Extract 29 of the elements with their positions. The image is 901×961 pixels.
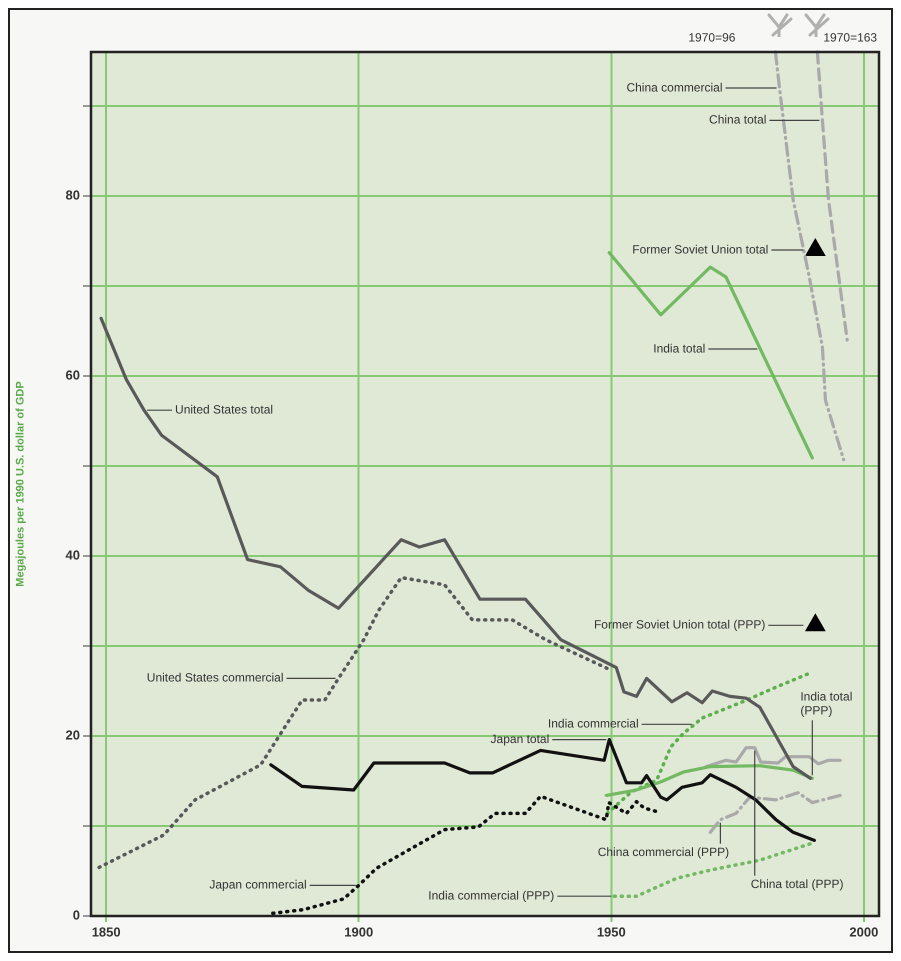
text: India commercial xyxy=(548,716,639,731)
line-series xyxy=(774,50,846,462)
text: Former Soviet Union total xyxy=(632,242,768,256)
text: India total (PPP) xyxy=(800,690,852,718)
series-label: Japan commercial xyxy=(209,878,307,892)
text: United States commercial xyxy=(146,670,284,685)
y-tick-label: 80 xyxy=(66,188,80,203)
line-series xyxy=(708,791,842,834)
y-tick-label: 0 xyxy=(72,908,80,923)
series-label: Japan total xyxy=(490,732,550,746)
x-tick-label: 1900 xyxy=(344,924,374,940)
text: India total xyxy=(653,341,706,356)
series-label: China commercial (PPP) xyxy=(598,845,730,860)
text: 1970=96 xyxy=(688,30,736,44)
series-label: United States total xyxy=(175,402,274,417)
x-tick-label: 1950 xyxy=(596,924,626,940)
text: China total xyxy=(709,112,766,127)
text: China total (PPP) xyxy=(750,877,844,892)
x-tick-label: 2000 xyxy=(849,924,878,940)
text: China commercial xyxy=(626,80,722,94)
text: 1970=163 xyxy=(823,30,878,44)
text: Former Soviet Union total (PPP) xyxy=(594,618,766,632)
x-tick-label: 1850 xyxy=(92,924,121,940)
y-tick-label: 40 xyxy=(66,548,80,563)
text: India commercial (PPP) xyxy=(428,888,554,903)
y-axis-title: Megajoules per 1990 U.S. dollar of GDP xyxy=(14,381,27,587)
y-tick-label: 60 xyxy=(66,368,80,383)
line-series xyxy=(816,50,849,342)
y-tick-label: 20 xyxy=(66,728,80,743)
